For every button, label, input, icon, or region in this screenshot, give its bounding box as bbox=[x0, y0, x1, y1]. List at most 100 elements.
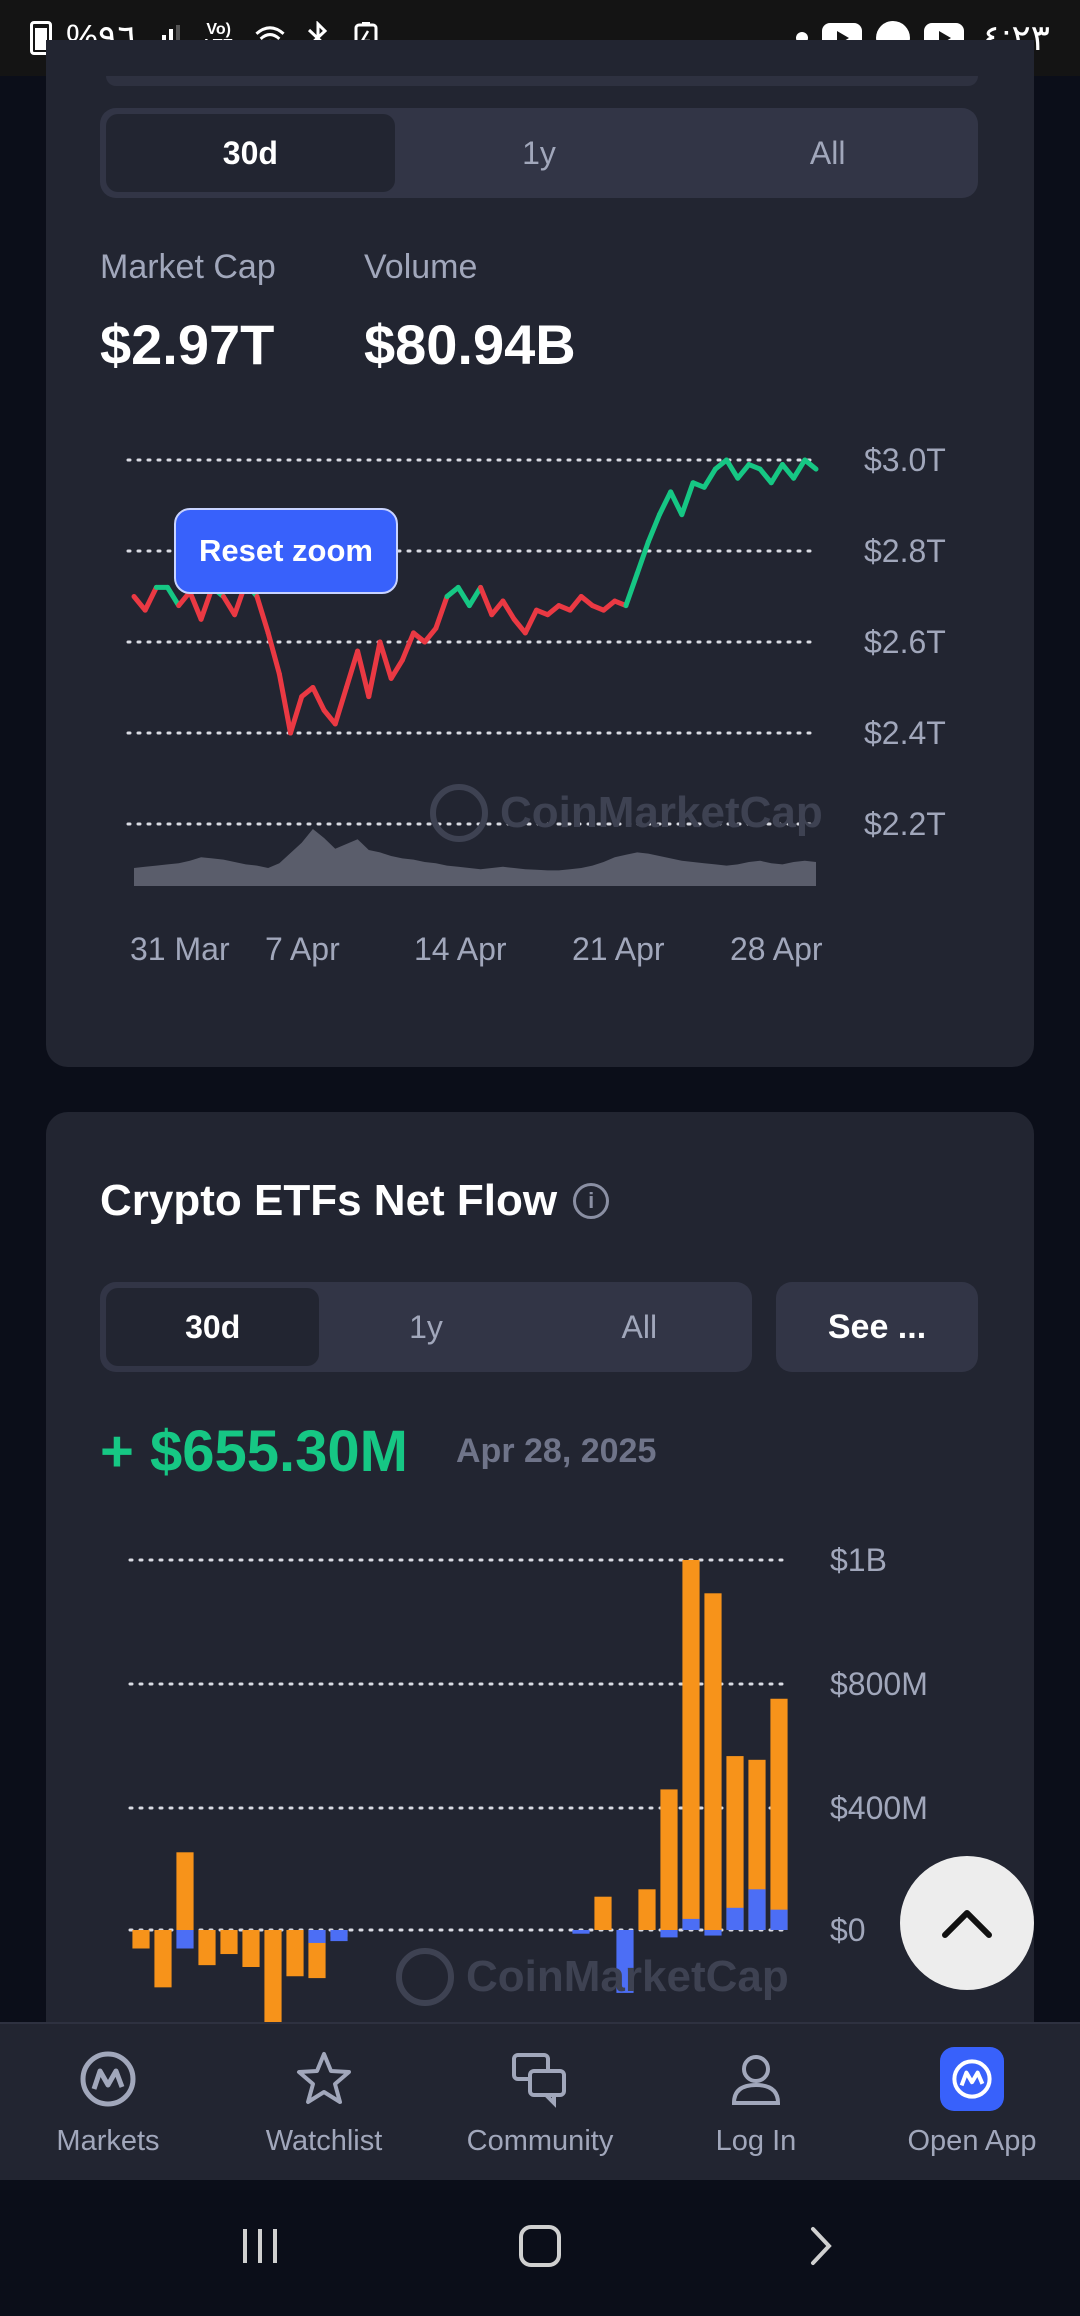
nav-open-app[interactable]: Open App bbox=[864, 2024, 1080, 2180]
flow-bar-btc bbox=[286, 1930, 304, 1977]
range-30d[interactable]: 30d bbox=[106, 114, 395, 192]
price-line-segment bbox=[791, 457, 808, 481]
price-line-segment bbox=[656, 489, 674, 518]
flow-bar-eth bbox=[726, 1907, 744, 1930]
star-icon bbox=[292, 2047, 356, 2111]
nav-login-label: Log In bbox=[715, 2124, 797, 2157]
flow-bar-eth bbox=[748, 1889, 766, 1930]
price-line-segment bbox=[500, 598, 517, 622]
price-line-segment bbox=[668, 489, 685, 518]
flow-bar-btc bbox=[594, 1896, 612, 1930]
x-tick-label: 28 Apr bbox=[730, 931, 823, 967]
y-tick-label: $2.8T bbox=[864, 533, 946, 569]
reset-zoom-button[interactable]: Reset zoom bbox=[174, 508, 398, 594]
etf-flow-chart[interactable]: $1B $800M $400M $0 bbox=[0, 0, 1080, 2030]
etf-watermark-text: CoinMarketCap bbox=[466, 1952, 789, 2001]
price-line-segment bbox=[142, 584, 159, 613]
cmc-logo-icon bbox=[76, 2047, 140, 2111]
back-icon[interactable] bbox=[795, 2221, 845, 2276]
market-range-selector: 30d 1y All bbox=[100, 108, 978, 198]
price-line-segment bbox=[623, 571, 640, 609]
user-icon bbox=[724, 2047, 788, 2111]
y-tick-label: $1B bbox=[830, 1542, 887, 1578]
flow-bar-btc bbox=[638, 1889, 656, 1930]
etf-range-all[interactable]: All bbox=[621, 1308, 658, 1345]
price-line-segment bbox=[489, 598, 506, 618]
nav-watchlist-label: Watchlist bbox=[265, 2124, 383, 2157]
price-line-segment bbox=[802, 457, 819, 472]
nav-markets[interactable]: Markets bbox=[0, 2024, 216, 2180]
price-line-segment bbox=[779, 462, 797, 481]
info-icon[interactable]: i bbox=[573, 1183, 610, 1219]
price-line-segment bbox=[478, 584, 495, 618]
x-tick-label: 7 Apr bbox=[265, 931, 340, 967]
bottom-nav: Markets Watchlist Community Log In Open … bbox=[0, 2022, 1080, 2180]
x-tick-label: 31 Mar bbox=[130, 931, 230, 967]
price-line-segment bbox=[422, 625, 439, 645]
watermark: CoinMarketCap bbox=[430, 784, 823, 842]
flow-bar-eth bbox=[572, 1930, 590, 1934]
etf-range-1y[interactable]: 1y bbox=[409, 1308, 443, 1345]
price-line-segment bbox=[265, 630, 282, 677]
y-tick-label: $2.2T bbox=[864, 806, 946, 842]
price-line-segment bbox=[176, 589, 193, 609]
nav-community-label: Community bbox=[466, 2124, 614, 2157]
price-line-segment bbox=[757, 466, 774, 486]
range-all[interactable]: All bbox=[809, 134, 846, 171]
flow-bar-btc bbox=[198, 1930, 216, 1966]
price-line-segment bbox=[511, 616, 528, 636]
market-cap-chart[interactable]: $3.0T $2.8T $2.6T $2.4T $2.2T 31 Mar 7 Apr 14 A… bbox=[0, 0, 1080, 1000]
flow-bar-btc bbox=[660, 1789, 678, 1930]
etf-range-30d[interactable]: 30d bbox=[106, 1288, 320, 1366]
flow-bar-eth bbox=[770, 1909, 788, 1930]
nav-watchlist[interactable]: Watchlist bbox=[216, 2024, 432, 2180]
card-top-strip bbox=[106, 76, 978, 86]
price-line-segment bbox=[220, 594, 238, 618]
volume-area bbox=[134, 829, 816, 886]
flow-bar-btc bbox=[176, 1852, 194, 1930]
range-1y[interactable]: 1y bbox=[522, 134, 556, 171]
flow-bar-eth bbox=[616, 1930, 634, 1993]
price-line-segment bbox=[522, 607, 539, 636]
nav-community[interactable]: Community bbox=[432, 2024, 648, 2180]
nav-open-app-label: Open App bbox=[907, 2124, 1037, 2157]
flow-bar-btc bbox=[726, 1756, 744, 1930]
volume-label: Volume bbox=[364, 248, 478, 286]
price-line-segment bbox=[254, 594, 271, 636]
price-line-segment bbox=[679, 480, 696, 518]
battery-icon bbox=[30, 21, 52, 55]
scroll-to-top-button[interactable] bbox=[900, 1856, 1034, 1990]
x-tick-label: 14 Apr bbox=[414, 931, 507, 967]
home-icon[interactable] bbox=[515, 2221, 565, 2276]
y-tick-label: $3.0T bbox=[864, 442, 946, 478]
market-cap-value: $2.97T bbox=[100, 313, 275, 376]
flow-bar-eth bbox=[704, 1930, 722, 1936]
price-line-segment bbox=[332, 685, 349, 727]
flow-bar-btc bbox=[704, 1593, 722, 1930]
price-line-segment bbox=[735, 462, 752, 481]
net-flow-value: + $655.30M bbox=[100, 1419, 408, 1484]
y-tick-label: $0 bbox=[830, 1912, 866, 1948]
flow-bar-btc bbox=[770, 1698, 788, 1930]
price-line-segment bbox=[288, 694, 305, 736]
cmc-logo-icon bbox=[430, 784, 488, 842]
nav-markets-label: Markets bbox=[56, 2124, 160, 2157]
y-tick-label: $800M bbox=[830, 1666, 928, 1702]
price-line-segment bbox=[433, 594, 450, 631]
price-line-segment bbox=[355, 648, 372, 700]
volume-value: $80.94B bbox=[364, 313, 576, 376]
flow-bar-btc bbox=[242, 1930, 260, 1967]
recent-apps-icon[interactable] bbox=[235, 2221, 285, 2276]
nav-login[interactable]: Log In bbox=[648, 2024, 864, 2180]
price-line-segment bbox=[366, 639, 383, 700]
x-tick-label: 21 Apr bbox=[572, 931, 665, 967]
y-tick-label: $2.4T bbox=[864, 715, 946, 751]
flow-bar-eth bbox=[330, 1930, 348, 1942]
net-flow-date: Apr 28, 2025 bbox=[456, 1432, 657, 1470]
flow-bar-eth bbox=[176, 1930, 194, 1949]
etf-card-title: Crypto ETFs Net Flow i bbox=[100, 1176, 610, 1226]
flow-bar-btc bbox=[682, 1560, 700, 1930]
etf-title-text: Crypto ETFs Net Flow bbox=[100, 1176, 558, 1225]
see-more-button[interactable]: See ... bbox=[776, 1282, 978, 1372]
